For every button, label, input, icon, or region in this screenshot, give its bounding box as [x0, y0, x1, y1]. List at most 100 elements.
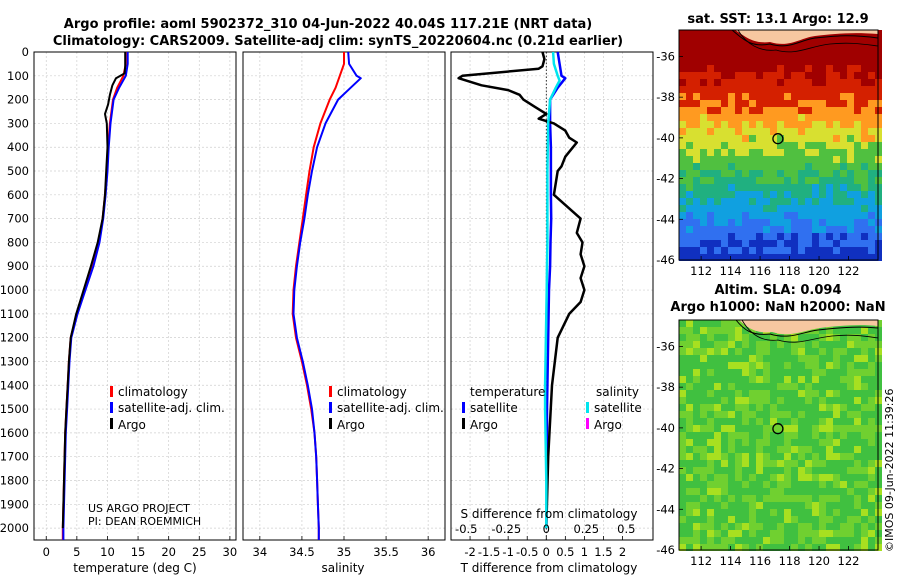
- sst-cell: [840, 135, 847, 142]
- lon-tick-label: 120: [808, 264, 830, 278]
- sla-cell: [791, 474, 798, 481]
- sst-cell: [693, 170, 700, 177]
- sst-cell: [840, 254, 847, 261]
- sla-cell: [833, 362, 840, 369]
- sst-cell: [763, 163, 770, 170]
- sla-cell: [742, 523, 749, 530]
- sla-cell: [805, 362, 812, 369]
- sla-cell: [714, 495, 721, 502]
- sla-cell: [854, 467, 861, 474]
- sst-cell: [854, 142, 861, 149]
- sla-cell: [868, 355, 875, 362]
- sst-cell: [805, 107, 812, 114]
- sla-cell: [686, 355, 693, 362]
- sst-cell: [763, 121, 770, 128]
- sla-cell: [756, 439, 763, 446]
- sla-cell: [840, 390, 847, 397]
- sst-cell: [749, 219, 756, 226]
- sla-cell: [840, 327, 847, 334]
- sla-cell: [854, 362, 861, 369]
- sst-cell: [819, 212, 826, 219]
- sla-cell: [700, 523, 707, 530]
- sst-cell: [833, 114, 840, 121]
- sst-cell: [819, 142, 826, 149]
- sla-cell: [700, 320, 707, 327]
- x-tick-label: 34: [253, 545, 268, 559]
- sst-cell: [693, 128, 700, 135]
- sla-cell: [826, 439, 833, 446]
- sst-cell: [840, 184, 847, 191]
- sla-cell: [728, 383, 735, 390]
- sla-cell: [868, 383, 875, 390]
- sla-cell: [763, 425, 770, 432]
- sst-cell: [749, 37, 756, 44]
- sst-cell: [714, 30, 721, 37]
- sst-cell: [812, 247, 819, 254]
- sla-cell: [728, 369, 735, 376]
- sst-cell: [679, 170, 686, 177]
- sla-cell: [819, 481, 826, 488]
- sla-cell: [693, 369, 700, 376]
- difference-legend: temperature satellite Argo salinity sate…: [462, 385, 642, 432]
- sst-cell: [770, 170, 777, 177]
- sla-cell: [700, 348, 707, 355]
- sst-cell: [714, 149, 721, 156]
- sla-cell: [861, 509, 868, 516]
- sla-cell: [728, 390, 735, 397]
- sst-cell: [854, 170, 861, 177]
- sst-cell: [812, 107, 819, 114]
- sla-cell: [742, 418, 749, 425]
- sla-cell: [728, 481, 735, 488]
- sst-cell: [756, 79, 763, 86]
- sla-cell: [826, 453, 833, 460]
- sla-cell: [714, 502, 721, 509]
- sla-cell: [728, 376, 735, 383]
- sla-cell: [861, 362, 868, 369]
- sst-cell: [854, 219, 861, 226]
- sst-cell: [791, 114, 798, 121]
- sst-cell: [826, 65, 833, 72]
- sla-cell: [798, 460, 805, 467]
- sst-cell: [749, 247, 756, 254]
- sst-cell: [791, 142, 798, 149]
- sla-cell: [847, 425, 854, 432]
- sla-cell: [756, 446, 763, 453]
- sst-cell: [819, 44, 826, 51]
- lat-tick-label: -44: [656, 212, 675, 226]
- sla-cell: [756, 432, 763, 439]
- sst-cell: [686, 58, 693, 65]
- sst-cell: [777, 198, 784, 205]
- sst-cell: [686, 44, 693, 51]
- sst-cell: [756, 121, 763, 128]
- sla-cell: [714, 467, 721, 474]
- sla-cell: [833, 327, 840, 334]
- sla-cell: [763, 383, 770, 390]
- sla-cell: [749, 446, 756, 453]
- series-line-salinity-satellite: [543, 51, 561, 529]
- sst-cell: [819, 177, 826, 184]
- sla-cell: [714, 516, 721, 523]
- sst-cell: [749, 198, 756, 205]
- sst-map-frame: [678, 29, 879, 261]
- sla-cell: [840, 383, 847, 390]
- sla-cell: [756, 516, 763, 523]
- sst-cell: [770, 191, 777, 198]
- sla-cell: [735, 481, 742, 488]
- sla-cell: [868, 544, 875, 551]
- sst-cell: [728, 142, 735, 149]
- sla-cell: [749, 481, 756, 488]
- sst-cell: [840, 93, 847, 100]
- sst-cell: [700, 86, 707, 93]
- sst-cell: [714, 170, 721, 177]
- sst-cell: [742, 107, 749, 114]
- sla-cell: [868, 467, 875, 474]
- sla-cell: [854, 341, 861, 348]
- sla-cell: [714, 334, 721, 341]
- sst-cell: [840, 142, 847, 149]
- sla-cell: [679, 425, 686, 432]
- sla-cell: [686, 488, 693, 495]
- depth-tick-label: 1500: [0, 402, 29, 416]
- sla-cell: [770, 404, 777, 411]
- legend-label-climatology: climatology: [118, 385, 188, 399]
- sst-cell: [805, 100, 812, 107]
